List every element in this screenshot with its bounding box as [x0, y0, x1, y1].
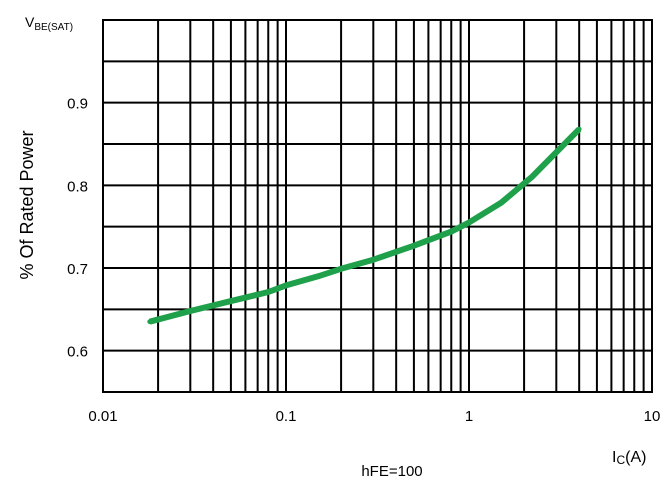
y-axis-label: % Of Rated Power	[17, 130, 37, 279]
y-tick-label: 0.8	[67, 178, 88, 195]
data-point	[370, 257, 376, 263]
y-axis-title: VBE(SAT)	[25, 14, 73, 33]
data-point	[498, 200, 504, 206]
data-point	[338, 266, 344, 272]
grid-lines	[103, 20, 652, 392]
data-point	[553, 149, 559, 155]
y-tick-label: 0.6	[67, 344, 88, 361]
y-tick-label: 0.9	[67, 96, 88, 113]
x-axis-title: IC(A)	[612, 449, 646, 467]
x-tick-label: 0.1	[276, 408, 297, 425]
x-tick-labels: 0.01 0.1 1 10	[88, 408, 660, 425]
data-point	[529, 174, 535, 180]
y-tick-labels: 0.6 0.7 0.8 0.9	[67, 96, 88, 361]
data-point	[576, 126, 582, 132]
data-point	[187, 308, 193, 314]
data-point	[466, 220, 472, 225]
hfe-annotation: hFE=100	[361, 463, 422, 480]
plot-frame	[102, 19, 653, 393]
x-tick-label: 1	[465, 408, 473, 425]
data-point	[228, 298, 234, 304]
x-axis-title-sub: C	[616, 453, 625, 467]
data-point	[448, 229, 454, 235]
y-axis-title-main: V	[25, 14, 35, 30]
data-point	[147, 319, 153, 325]
x-axis-title-main: I	[612, 449, 616, 466]
data-point	[283, 282, 289, 288]
x-tick-label: 10	[644, 408, 661, 425]
data-points	[147, 126, 582, 325]
data-point	[411, 243, 417, 249]
y-tick-label: 0.7	[67, 261, 88, 278]
data-point	[265, 289, 271, 295]
x-tick-label: 0.01	[88, 408, 117, 425]
x-axis-title-suffix: (A)	[625, 449, 646, 466]
data-point	[315, 273, 321, 279]
y-axis-title-sub: BE(SAT)	[34, 22, 73, 33]
